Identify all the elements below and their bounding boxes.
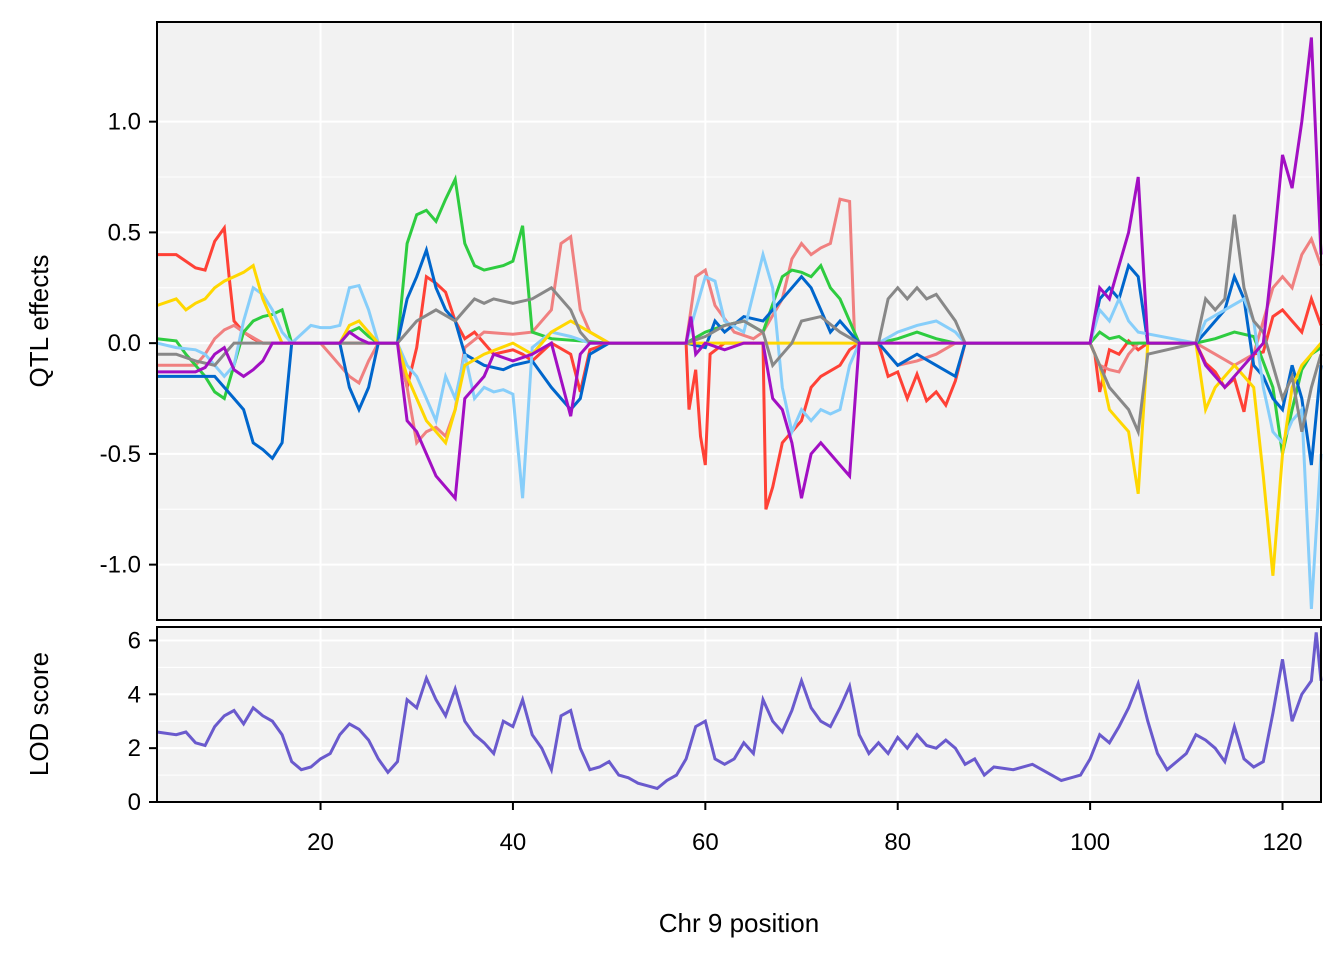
qtl-effects-plot-border [156,21,1322,621]
x-tick-label: 80 [884,829,911,856]
qtl-effects-panel: 1.0 0.5 0.0 -0.5 -1.0 QTL effects [24,21,1323,621]
qtl-effects-series-line-1 [157,197,1323,447]
lod-score-panel: 0 2 4 6 20 40 60 80 100 120 LOD score Chr 9 posi… [24,626,1323,938]
qtl-effects-series [156,37,1323,609]
lod-score-y-tick-label: 4 [128,681,141,708]
qtl-effects-y-axis: 1.0 0.5 0.0 -0.5 -1.0 [100,109,157,579]
lod-score-y-axis: 0 2 4 6 [128,627,157,816]
x-tick-label: 40 [500,829,527,856]
x-tick-label: 120 [1262,829,1302,856]
x-tick-label: 100 [1070,829,1110,856]
x-tick-label: 20 [307,829,334,856]
qtl-effects-series-line-7 [157,37,1323,502]
lod-score-y-tick-label: 0 [128,789,141,816]
qtl-effects-series-line-5 [156,263,1323,576]
lod-score-plot-border [156,626,1322,803]
qtl-effects-y-tick-label: -1.0 [100,552,141,579]
lod-score-y-axis-title: LOD score [24,652,54,776]
position-x-axis: 20 40 60 80 100 120 [307,802,1303,856]
qtl-effects-y-tick-label: 0.0 [108,330,141,357]
qtl-effects-y-tick-label: 0.5 [108,219,141,246]
qtl-effects-series-line-6 [157,214,1323,438]
x-axis-title: Chr 9 position [659,908,819,938]
qtl-effects-y-axis-title: QTL effects [24,255,54,388]
x-tick-label: 60 [692,829,719,856]
lod-score-series-line-0 [156,632,1323,791]
lod-score-y-tick-label: 6 [128,627,141,654]
qtl-effects-y-tick-label: -0.5 [100,441,141,468]
qtl-effects-y-tick-label: 1.0 [108,109,141,136]
lod-score-y-tick-label: 2 [128,735,141,762]
lod-score-series [156,632,1323,791]
lod-score-plot-background [157,627,1321,802]
